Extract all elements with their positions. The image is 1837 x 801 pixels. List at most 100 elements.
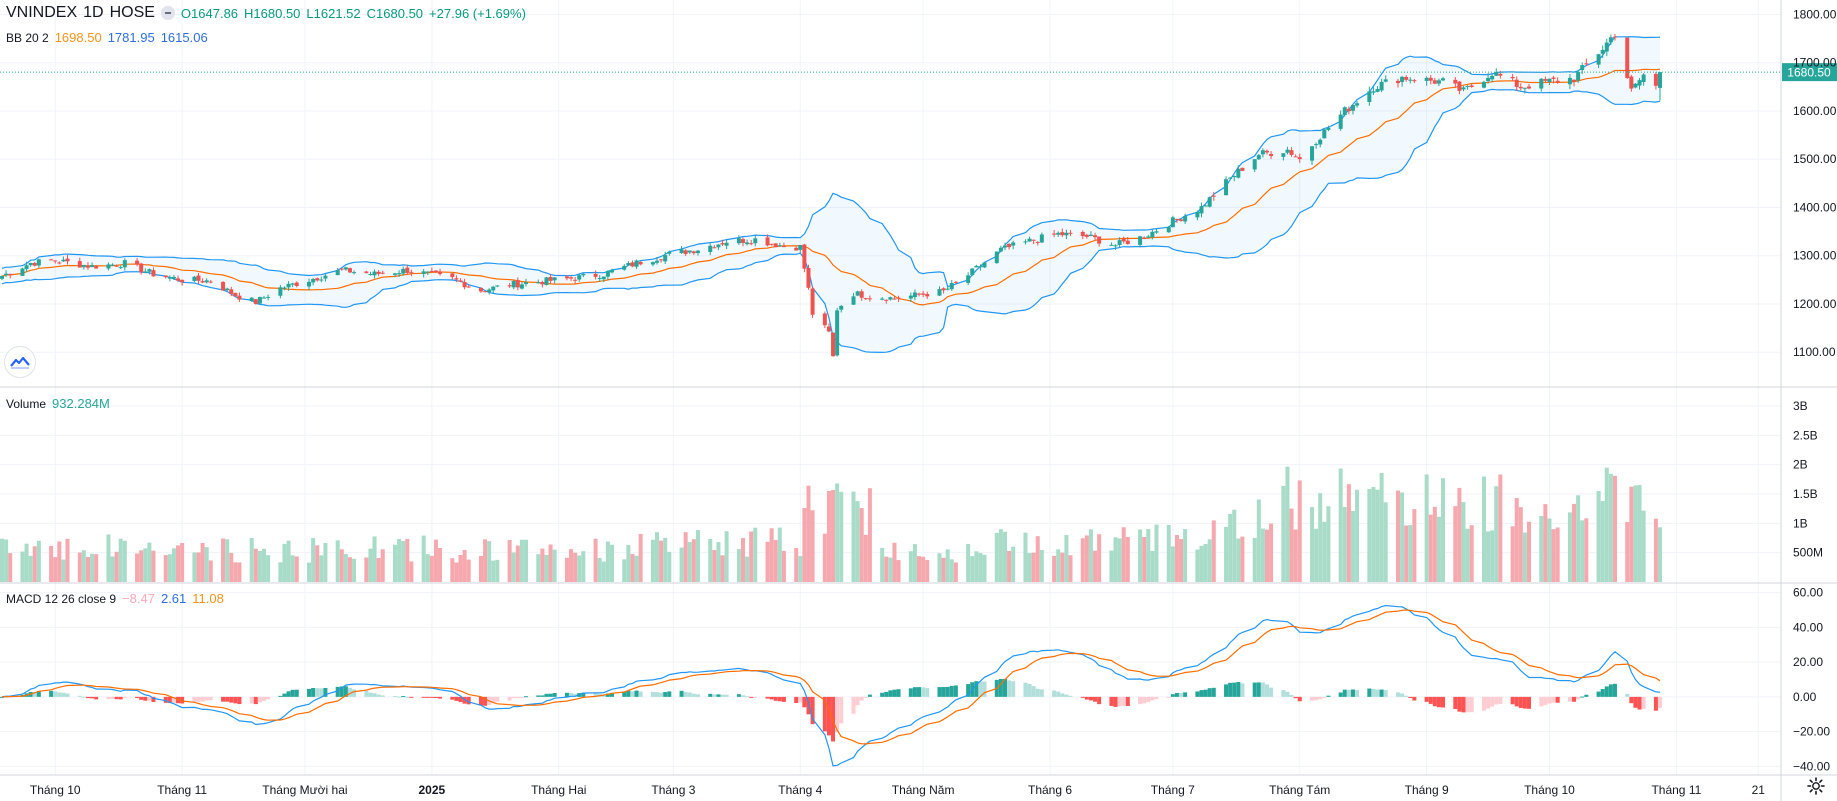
volume-bar <box>1154 524 1159 582</box>
candle <box>921 290 926 298</box>
candle-body <box>626 262 631 266</box>
volume-bar <box>663 537 668 582</box>
volume-bar <box>892 542 897 582</box>
volume-bar <box>1260 528 1265 582</box>
volume-bar <box>53 557 58 582</box>
macd-histogram-bar <box>122 696 127 698</box>
candle-body <box>49 259 54 261</box>
candle-body <box>810 288 815 315</box>
candle <box>1293 154 1298 158</box>
candle-body <box>863 298 868 300</box>
macd-histogram-bar <box>1375 689 1380 697</box>
gear-icon[interactable] <box>1806 776 1826 796</box>
macd-histogram-bar <box>135 696 140 699</box>
volume-bar <box>77 552 82 582</box>
volume-bar <box>974 551 979 582</box>
candle <box>1633 83 1638 89</box>
volume-bar <box>998 529 1003 582</box>
macd-histogram-bar <box>1310 696 1315 701</box>
macd-histogram-bar <box>90 696 95 699</box>
candle-body <box>8 273 13 276</box>
macd-histogram-bar <box>1113 696 1118 707</box>
volume-bar <box>1408 525 1413 582</box>
volume-bar <box>233 562 238 582</box>
volume-legend[interactable]: Volume 932.284M <box>6 396 110 411</box>
macd-histogram-bar <box>1052 690 1057 697</box>
volume-bar <box>921 556 926 582</box>
interval-label[interactable]: 1D <box>83 4 104 21</box>
volume-tick-label: 500M <box>1793 546 1823 560</box>
volume-bar <box>1224 526 1229 582</box>
macd-histogram-bar <box>941 687 946 697</box>
macd-histogram-bar <box>425 696 430 698</box>
volume-bar <box>978 552 983 582</box>
candle <box>253 299 258 305</box>
macd-histogram-bar <box>1461 696 1466 713</box>
symbol-name[interactable]: VNINDEX <box>6 4 78 21</box>
candle <box>1604 38 1609 57</box>
bb-lower-value: 1615.06 <box>160 30 208 45</box>
candle-body <box>122 260 127 268</box>
candle-body <box>806 267 811 288</box>
volume-bar <box>347 557 352 582</box>
bb-upper-value: 1781.95 <box>107 30 155 45</box>
macd-histogram-bar <box>917 687 922 697</box>
candle-body <box>294 282 299 286</box>
volume-bar <box>736 549 741 582</box>
tradingview-logo-icon[interactable] <box>4 346 36 378</box>
collapse-legend-icon[interactable] <box>160 6 175 20</box>
macd-histogram-bar <box>192 696 197 703</box>
macd-histogram-bar <box>1002 678 1007 697</box>
candle-body <box>781 246 786 248</box>
macd-histogram-bar <box>1318 696 1323 700</box>
macd-histogram-bar <box>1264 684 1269 697</box>
symbol-legend: VNINDEX 1D HOSE O1647.86 H1680.50 L1621.… <box>6 4 526 22</box>
candle-body <box>851 296 856 305</box>
candle-body <box>61 259 66 262</box>
candle <box>319 276 324 283</box>
volume-bar <box>225 539 230 582</box>
candle <box>798 245 803 254</box>
candle <box>372 269 377 279</box>
candle-body <box>650 262 655 265</box>
candle <box>564 275 569 281</box>
macd-line-value: 2.61 <box>160 591 187 606</box>
volume-bar <box>1039 549 1044 582</box>
volume-bar <box>544 554 549 582</box>
candle <box>462 278 467 290</box>
macd-histogram-bar <box>1314 696 1319 701</box>
volume-bar <box>323 543 328 582</box>
candle-body <box>380 272 385 274</box>
volume-bar <box>1653 518 1658 582</box>
candle-body <box>1367 91 1372 102</box>
macd-histogram-bar <box>315 688 320 697</box>
candle-body <box>724 242 729 246</box>
candle <box>1408 77 1413 84</box>
volume-bar <box>1326 506 1331 582</box>
candle-body <box>831 332 836 357</box>
macd-histogram-bar <box>53 691 58 697</box>
candle-body <box>221 281 226 291</box>
candle <box>1166 225 1171 233</box>
macd-histogram-bar <box>1486 696 1491 709</box>
volume-bar <box>319 555 324 582</box>
candle-body <box>1027 238 1032 242</box>
macd-histogram-bar <box>978 681 983 697</box>
volume-bar <box>1657 527 1663 582</box>
candle <box>1494 68 1499 77</box>
candle-body <box>1350 104 1355 111</box>
candle <box>917 292 922 297</box>
candle <box>716 244 721 251</box>
volume-bar <box>24 543 29 582</box>
candle <box>368 271 373 276</box>
volume-bar <box>1052 555 1057 582</box>
volume-bar <box>1281 485 1286 582</box>
bb-legend[interactable]: BB 20 2 1698.50 1781.95 1615.06 <box>6 30 208 45</box>
candle <box>720 239 725 247</box>
macd-histogram-bar <box>380 695 385 697</box>
candle-body <box>1486 77 1491 82</box>
macd-legend[interactable]: MACD 12 26 close 9 −8.47 2.61 11.08 <box>6 591 224 606</box>
volume-bar <box>1117 538 1122 582</box>
macd-histogram-bar <box>1608 684 1613 697</box>
